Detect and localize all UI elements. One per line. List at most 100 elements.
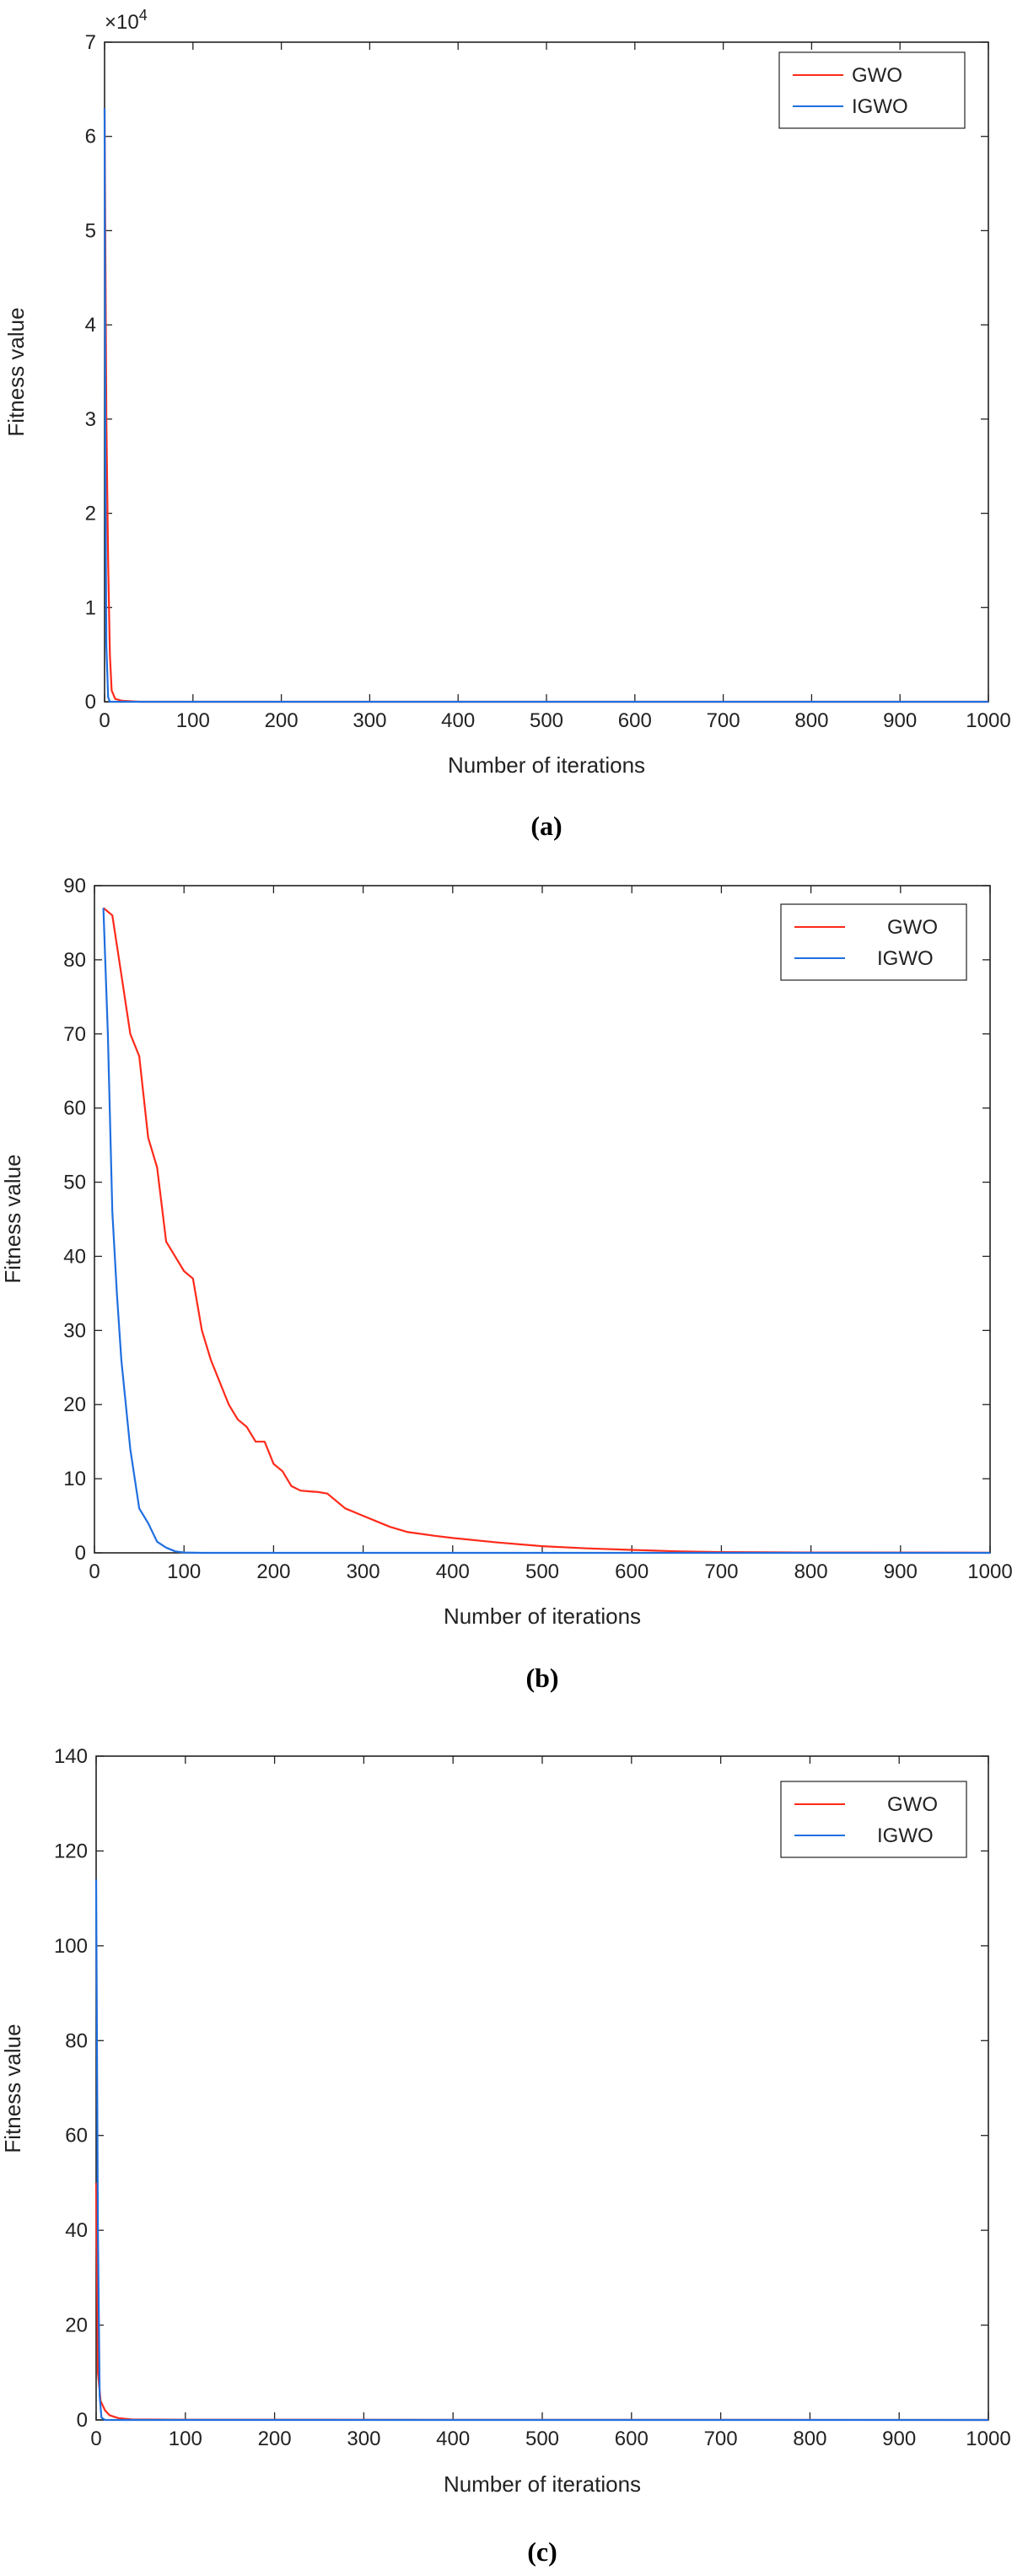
- x-tick-label: 600: [615, 2428, 649, 2450]
- x-axis-title: Number of iterations: [448, 752, 645, 778]
- y-tick-label: 60: [65, 2125, 88, 2148]
- series-line-gwo: [102, 907, 991, 1554]
- y-tick-label: 70: [63, 1023, 86, 1046]
- x-tick-label: 0: [89, 1560, 100, 1583]
- x-tick-label: 900: [884, 1560, 918, 1583]
- legend-box: [780, 903, 967, 981]
- x-tick-label: 100: [176, 709, 210, 732]
- y-axis: 0 1 2 3 4 5 6 7: [85, 31, 988, 714]
- x-tick-label: 500: [525, 1560, 559, 1583]
- chart-panel-a: 0 100 200 300 400 500 600 700 800 900 1000 0 1 2 3 4 5 6…: [3, 7, 1011, 841]
- x-tick-label: 300: [353, 709, 386, 732]
- x-axis-title: Number of iterations: [444, 1603, 641, 1629]
- legend: GWO IGWO: [780, 1781, 967, 1858]
- x-tick-label: 700: [707, 709, 740, 732]
- x-tick-label: 800: [794, 709, 828, 732]
- series-layer: [94, 1879, 989, 2422]
- y-tick-label: 0: [75, 1542, 86, 1565]
- y-tick-label: 5: [85, 219, 96, 242]
- x-tick-label: 1000: [966, 709, 1010, 732]
- x-tick-label: 700: [704, 2428, 738, 2450]
- y-tick-label: 0: [85, 691, 96, 714]
- series-layer: [102, 907, 991, 1555]
- y-tick-label: 4: [85, 314, 96, 337]
- x-tick-label: 1000: [967, 1560, 1012, 1583]
- x-tick-label: 200: [258, 2428, 292, 2450]
- plot-area: [95, 1755, 989, 2421]
- y-tick-label: 60: [63, 1097, 86, 1120]
- x-tick-label: 100: [169, 2428, 202, 2450]
- y-tick-label: 80: [63, 949, 86, 972]
- legend-label-gwo: GWO: [852, 64, 902, 87]
- x-axis: 0 100 200 300 400 500 600 700 800 900 1000: [99, 42, 1011, 732]
- series-layer: [103, 108, 988, 703]
- x-axis: 0 100 200 300 400 500 600 700 800 900 1000: [89, 886, 1012, 1583]
- x-tick-label: 500: [525, 2428, 559, 2450]
- y-tick-label: 90: [63, 875, 86, 897]
- y-tick-label: 6: [85, 126, 96, 148]
- y-tick-label: 140: [54, 1745, 88, 1768]
- y-exponent-base: ×10: [105, 11, 139, 34]
- y-tick-label: 100: [54, 1935, 88, 1958]
- legend: GWO IGWO: [780, 903, 967, 981]
- y-exponent-power: 4: [139, 7, 148, 24]
- legend-box: [778, 51, 966, 129]
- y-axis-title: Fitness value: [3, 307, 29, 436]
- y-tick-label: 50: [63, 1172, 86, 1194]
- y-tick-label: 40: [63, 1245, 86, 1268]
- chart-panel-b: 0 100 200 300 400 500 600 700 800 900 1000 0 10 20 30…: [0, 875, 1012, 1693]
- y-axis: 0 10 20 30 40 50 60 70 80 90: [63, 875, 990, 1565]
- x-tick-label: 200: [265, 709, 299, 732]
- y-tick-label: 40: [65, 2219, 88, 2242]
- legend: GWO IGWO: [778, 51, 966, 129]
- series-line-igwo: [94, 1879, 988, 2422]
- legend-box: [780, 1781, 967, 1858]
- series-line-igwo: [103, 108, 988, 703]
- legend-label-igwo: IGWO: [877, 947, 934, 970]
- y-axis: 0 20 40 60 80 100 120 140: [54, 1745, 988, 2432]
- legend-label-igwo: IGWO: [877, 1824, 934, 1847]
- x-tick-label: 900: [883, 709, 917, 732]
- x-tick-label: 600: [615, 1560, 649, 1583]
- y-tick-label: 20: [63, 1393, 86, 1416]
- x-tick-label: 500: [530, 709, 563, 732]
- x-tick-label: 400: [436, 2428, 470, 2450]
- y-tick-label: 1: [85, 596, 96, 619]
- y-tick-label: 0: [77, 2409, 88, 2432]
- series-line-igwo: [102, 908, 990, 1555]
- x-tick-label: 0: [90, 2428, 101, 2450]
- y-tick-label: 120: [54, 1840, 88, 1862]
- x-tick-label: 900: [882, 2428, 916, 2450]
- y-tick-label: 3: [85, 408, 96, 431]
- y-tick-label: 80: [65, 2029, 88, 2052]
- y-tick-label: 30: [63, 1319, 86, 1342]
- y-exponent-label: ×104: [105, 7, 148, 34]
- x-tick-label: 400: [436, 1560, 470, 1583]
- x-tick-label: 800: [793, 2428, 826, 2450]
- x-tick-label: 400: [441, 709, 475, 732]
- legend-label-igwo: IGWO: [852, 95, 908, 118]
- caption-c: (c): [527, 2536, 557, 2567]
- y-tick-label: 7: [85, 31, 96, 54]
- y-axis-title: Fitness value: [0, 2024, 25, 2153]
- y-tick-label: 20: [65, 2315, 88, 2337]
- x-axis: 0 100 200 300 400 500 600 700 800 900 1000: [90, 1756, 1011, 2450]
- plot-area: [94, 885, 991, 1554]
- x-tick-label: 100: [167, 1560, 201, 1583]
- caption-b: (b): [525, 1663, 558, 1693]
- x-tick-label: 800: [794, 1560, 828, 1583]
- x-tick-label: 600: [618, 709, 652, 732]
- x-tick-label: 300: [347, 2428, 380, 2450]
- x-tick-label: 300: [347, 1560, 380, 1583]
- x-tick-label: 700: [704, 1560, 738, 1583]
- legend-label-gwo: GWO: [887, 916, 938, 939]
- x-tick-label: 200: [256, 1560, 290, 1583]
- y-tick-label: 10: [63, 1468, 86, 1490]
- x-axis-title: Number of iterations: [444, 2471, 641, 2497]
- caption-a: (a): [530, 811, 562, 841]
- y-tick-label: 2: [85, 503, 96, 525]
- x-tick-label: 0: [99, 709, 110, 732]
- y-axis-title: Fitness value: [0, 1154, 25, 1283]
- chart-panel-c: 0 100 200 300 400 500 600 700 800 900 1000 0 20 40 60…: [0, 1745, 1011, 2567]
